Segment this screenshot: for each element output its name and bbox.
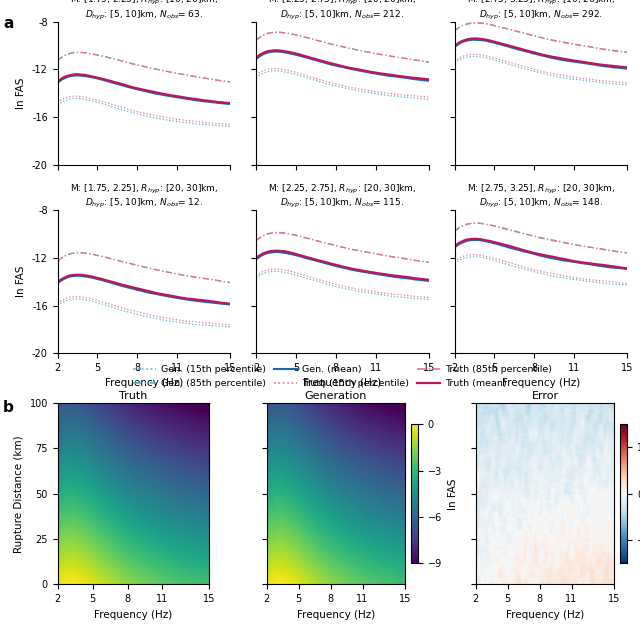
Title: Error: Error [531, 391, 559, 401]
Y-axis label: ln FAS: ln FAS [447, 478, 458, 509]
Title: M: [2.25, 2.75], $R_{hyp}$: [10, 20]km,
$D_{hyp}$: [5, 10]km, $N_{obs}$= 212.: M: [2.25, 2.75], $R_{hyp}$: [10, 20]km, … [268, 0, 417, 22]
X-axis label: Frequency (Hz): Frequency (Hz) [105, 378, 183, 388]
X-axis label: Frequency (Hz): Frequency (Hz) [94, 609, 172, 619]
X-axis label: Frequency (Hz): Frequency (Hz) [303, 378, 381, 388]
Y-axis label: ln FAS: ln FAS [17, 78, 26, 109]
Y-axis label: Rupture Distance (km): Rupture Distance (km) [14, 435, 24, 552]
Title: Generation: Generation [305, 391, 367, 401]
Legend: Gen. (15th percentile), Gen. (85th percentile), Gen. (mean), Truth (15th percent: Gen. (15th percentile), Gen. (85th perce… [133, 365, 552, 388]
X-axis label: Frequency (Hz): Frequency (Hz) [297, 609, 375, 619]
Title: M: [1.75, 2.25], $R_{hyp}$: [20, 30]km,
$D_{hyp}$: [5, 10]km, $N_{obs}$= 12.: M: [1.75, 2.25], $R_{hyp}$: [20, 30]km, … [70, 182, 218, 211]
Title: M: [2.75, 3.25], $R_{hyp}$: [20, 30]km,
$D_{hyp}$: [5, 10]km, $N_{obs}$= 148.: M: [2.75, 3.25], $R_{hyp}$: [20, 30]km, … [467, 182, 615, 211]
Title: Truth: Truth [119, 391, 148, 401]
Title: M: [2.75, 3.25], $R_{hyp}$: [10, 20]km,
$D_{hyp}$: [5, 10]km, $N_{obs}$= 292.: M: [2.75, 3.25], $R_{hyp}$: [10, 20]km, … [467, 0, 615, 22]
Text: a: a [3, 16, 13, 31]
Title: M: [1.75, 2.25], $R_{hyp}$: [10, 20]km,
$D_{hyp}$: [5, 10]km, $N_{obs}$= 63.: M: [1.75, 2.25], $R_{hyp}$: [10, 20]km, … [70, 0, 218, 22]
Text: b: b [3, 400, 14, 415]
X-axis label: Frequency (Hz): Frequency (Hz) [506, 609, 584, 619]
X-axis label: Frequency (Hz): Frequency (Hz) [502, 378, 580, 388]
Title: M: [2.25, 2.75], $R_{hyp}$: [20, 30]km,
$D_{hyp}$: [5, 10]km, $N_{obs}$= 115.: M: [2.25, 2.75], $R_{hyp}$: [20, 30]km, … [268, 182, 417, 211]
Y-axis label: ln FAS: ln FAS [17, 266, 26, 298]
